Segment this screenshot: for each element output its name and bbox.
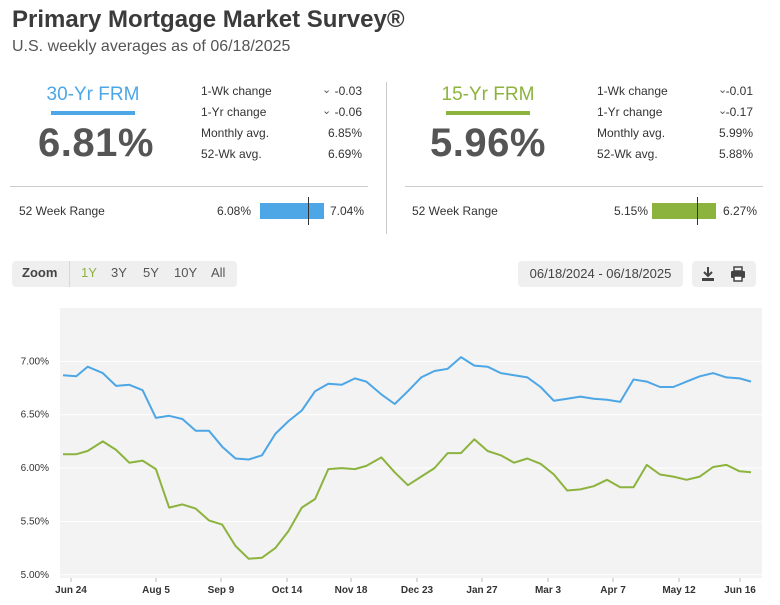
x-tick-label: Jun 24 — [55, 585, 87, 596]
zoom-toolbar: Zoom 1Y 3Y 5Y 10Y All — [12, 261, 237, 287]
page-subtitle: U.S. weekly averages as of 06/18/2025 — [12, 38, 291, 55]
stat-value: 5.88% — [718, 147, 753, 161]
zoom-5y-button[interactable]: 5Y — [143, 265, 159, 280]
x-tick-label: Jan 27 — [466, 585, 498, 596]
range-high-15yr: 6.27% — [723, 204, 758, 218]
chevron-down-icon: ⌄ — [718, 84, 728, 96]
chevron-down-icon: ⌄ — [322, 105, 332, 117]
range-marker-15yr — [697, 197, 698, 225]
x-tick-label: Nov 18 — [335, 585, 368, 596]
y-axis-ticks: 5.00% 5.50% 6.00% 6.50% 7.00% — [21, 356, 49, 580]
x-tick-label: Oct 14 — [272, 585, 303, 596]
rate-history-chart: 5.00% 5.50% 6.00% 6.50% 7.00% Jun 24 Aug 5 Sep… — [21, 308, 762, 596]
download-icon[interactable] — [698, 264, 718, 284]
x-tick-label: Mar 3 — [535, 585, 562, 596]
rate-underline-30yr — [51, 111, 135, 115]
stat-label: Monthly avg. — [201, 126, 270, 140]
zoom-3y-button[interactable]: 3Y — [111, 265, 127, 280]
stat-value: -0.01 — [725, 84, 753, 98]
range-label-15yr: 52 Week Range — [412, 204, 498, 218]
range-label-30yr: 52 Week Range — [19, 204, 105, 218]
stat-value: 6.69% — [327, 147, 362, 161]
series-line-15yr — [63, 438, 752, 560]
y-tick-label: 6.50% — [21, 410, 49, 421]
stat-label: 1-Yr change — [597, 105, 663, 119]
x-tick-label: Sep 9 — [208, 585, 235, 596]
rate-label-15yr: 15-Yr FRM — [441, 84, 535, 105]
stat-label: 52-Wk avg. — [597, 147, 658, 161]
y-tick-label: 5.50% — [21, 516, 49, 527]
stat-value: -0.17 — [725, 105, 753, 119]
range-marker-30yr — [308, 197, 309, 225]
x-tick-label: Aug 5 — [142, 585, 170, 596]
zoom-10y-button[interactable]: 10Y — [174, 265, 198, 280]
range-low-15yr: 5.15% — [614, 204, 649, 218]
y-tick-label: 5.00% — [21, 570, 49, 581]
x-tick-label: Apr 7 — [600, 585, 626, 596]
chevron-down-icon: ⌄ — [718, 105, 728, 117]
stat-value: -0.03 — [334, 84, 362, 98]
range-bar-15yr — [652, 203, 716, 219]
plot-background — [60, 308, 762, 578]
y-tick-label: 7.00% — [21, 356, 49, 367]
chevron-down-icon: ⌄ — [322, 84, 332, 96]
zoom-label: Zoom — [22, 265, 58, 280]
rate-value-15yr: 5.96% — [430, 121, 546, 165]
stat-value: 6.85% — [327, 126, 362, 140]
stat-label: Monthly avg. — [597, 126, 666, 140]
stat-label: 52-Wk avg. — [201, 147, 262, 161]
x-tick-label: Jun 16 — [724, 585, 756, 596]
rate-value-30yr: 6.81% — [38, 121, 154, 165]
export-tools — [692, 261, 756, 287]
series-lines — [62, 356, 752, 560]
stat-label: 1-Wk change — [597, 84, 668, 98]
x-axis-ticks: Jun 24 Aug 5 Sep 9 Oct 14 Nov 18 Dec 23 Jan 27… — [55, 578, 756, 596]
divider-line — [405, 186, 763, 187]
divider-line — [10, 186, 368, 187]
rate-label-30yr: 30-Yr FRM — [46, 84, 140, 105]
stat-value: -0.06 — [334, 105, 362, 119]
rate-underline-15yr — [446, 111, 530, 115]
x-tick-label: May 12 — [662, 585, 696, 596]
range-bar-30yr — [260, 203, 324, 219]
series-line-30yr — [62, 356, 752, 461]
zoom-all-button[interactable]: All — [211, 265, 226, 280]
range-high-30yr: 7.04% — [330, 204, 365, 218]
range-low-30yr: 6.08% — [217, 204, 252, 218]
stat-label: 1-Wk change — [201, 84, 272, 98]
panel-divider — [386, 82, 387, 234]
date-range-input[interactable]: 06/18/2024 - 06/18/2025 — [518, 261, 683, 287]
page-title: Primary Mortgage Market Survey® — [12, 6, 405, 33]
zoom-1y-button[interactable]: 1Y — [81, 265, 97, 280]
stat-label: 1-Yr change — [201, 105, 267, 119]
print-icon[interactable] — [728, 264, 748, 284]
stat-value: 5.99% — [718, 126, 753, 140]
x-tick-label: Dec 23 — [401, 585, 434, 596]
y-tick-label: 6.00% — [21, 463, 49, 474]
toolbar-separator — [69, 261, 70, 287]
